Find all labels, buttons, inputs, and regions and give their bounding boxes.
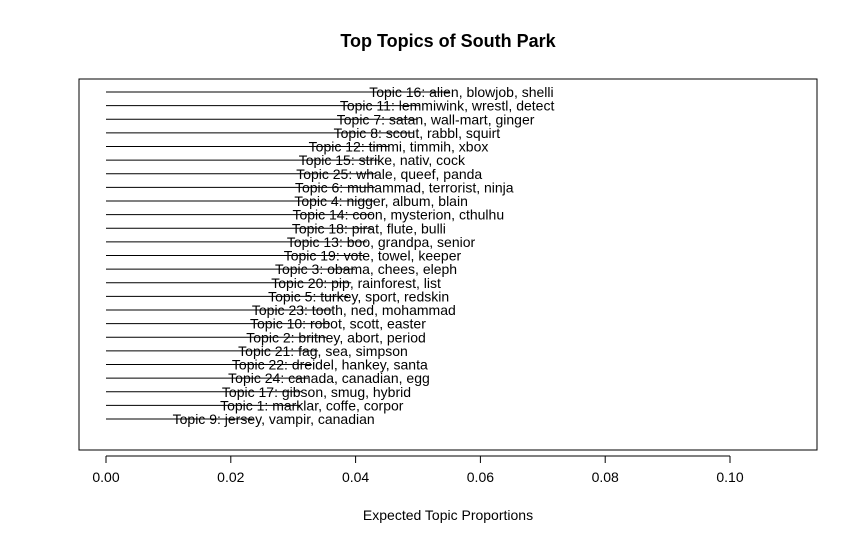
bar-label: Topic 20: pip, rainforest, list (271, 275, 441, 291)
bar-label: Topic 23: tooth, ned, mohammad (252, 302, 456, 318)
bar-label: Topic 14: coon, mysterion, cthulhu (292, 207, 504, 223)
bar-label: Topic 24: canada, canadian, egg (228, 370, 430, 386)
plot-frame (78, 78, 818, 451)
bar-label: Topic 4: nigger, album, blain (294, 193, 468, 209)
bar-label: Topic 18: pirat, flute, bulli (292, 220, 446, 236)
bar-label: Topic 5: turkey, sport, redskin (268, 288, 449, 304)
x-tick-label: 0.02 (217, 469, 244, 485)
bar-label: Topic 3: obama, chees, eleph (275, 261, 457, 277)
x-axis-label: Expected Topic Proportions (363, 507, 533, 523)
bar-label: Topic 15: strike, nativ, cock (299, 152, 466, 168)
bar-label: Topic 17: gibson, smug, hybrid (222, 384, 411, 400)
x-tick-label: 0.00 (92, 469, 119, 485)
x-axis-ticks: 0.00 0.02 0.04 0.06 0.08 0.10 (92, 456, 744, 485)
bar-label: Topic 11: lemmiwink, wrestl, detect (340, 98, 555, 114)
bar-label: Topic 16: alien, blowjob, shelli (369, 84, 553, 100)
bar-label: Topic 8: scout, rabbl, squirt (334, 125, 501, 141)
bar-label: Topic 7: satan, wall-mart, ginger (337, 111, 535, 127)
bar-label: Topic 9: jersey, vampir, canadian (173, 411, 375, 427)
bar-label: Topic 13: boo, grandpa, senior (287, 234, 476, 250)
bar-label: Topic 1: marklar, coffe, corpor (220, 397, 404, 413)
bar-label: Topic 10: robot, scott, easter (250, 316, 426, 332)
chart-title: Top Topics of South Park (340, 31, 556, 51)
bar-label: Topic 25: whale, queef, panda (296, 166, 482, 182)
bar-label: Topic 21: fag, sea, simpson (238, 343, 408, 359)
x-tick-label: 0.06 (467, 469, 494, 485)
bar-label: Topic 19: vote, towel, keeper (284, 248, 462, 264)
bar-label: Topic 12: timmi, timmih, xbox (309, 139, 489, 155)
x-tick-label: 0.08 (592, 469, 619, 485)
x-tick-label: 0.10 (716, 469, 743, 485)
bar-label: Topic 2: britney, abort, period (246, 329, 426, 345)
bar-label: Topic 6: muhammad, terrorist, ninja (295, 179, 514, 195)
bar-label: Topic 22: dreidel, hankey, santa (232, 357, 428, 373)
x-tick-label: 0.04 (342, 469, 369, 485)
